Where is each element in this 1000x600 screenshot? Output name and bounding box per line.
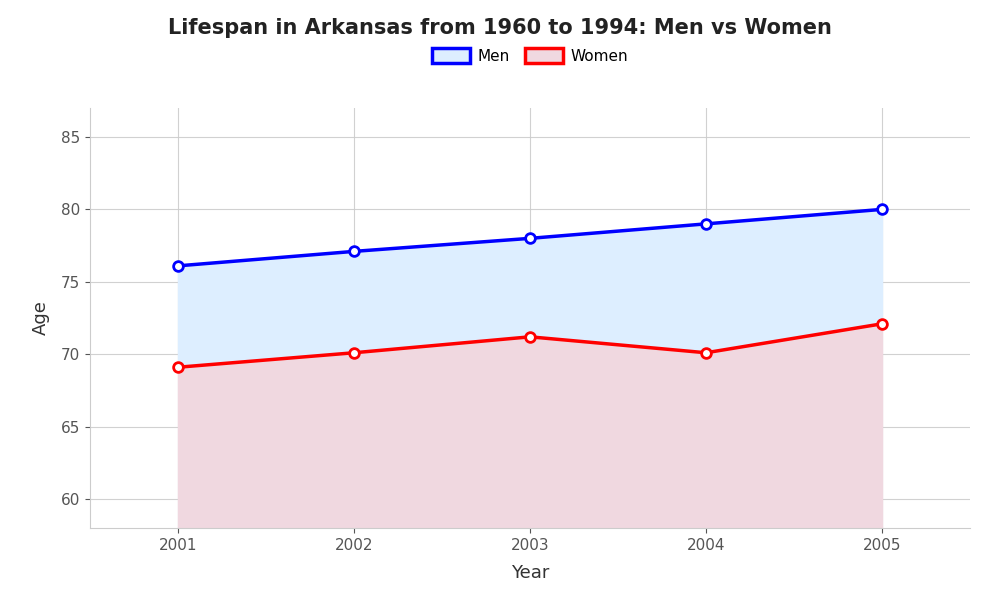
X-axis label: Year: Year xyxy=(511,564,549,582)
Y-axis label: Age: Age xyxy=(32,301,50,335)
Text: Lifespan in Arkansas from 1960 to 1994: Men vs Women: Lifespan in Arkansas from 1960 to 1994: … xyxy=(168,18,832,38)
Legend: Men, Women: Men, Women xyxy=(424,40,636,71)
